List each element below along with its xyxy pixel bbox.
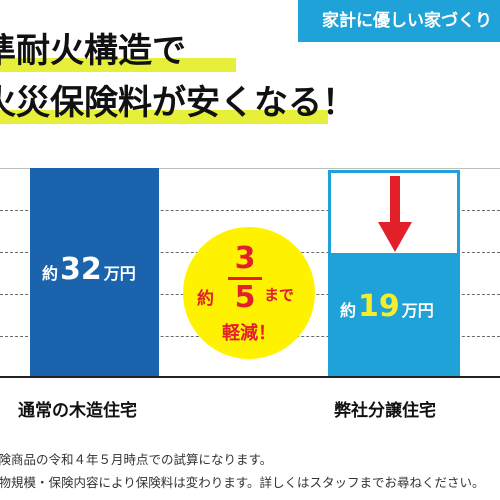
- down-arrow-icon: [378, 176, 412, 252]
- bar-company-house: [328, 252, 460, 376]
- category-label-standard: 通常の木造住宅: [18, 401, 137, 421]
- badge-denominator: 5: [234, 280, 256, 315]
- chart-baseline: [0, 376, 500, 378]
- data-label-company: 約19 万円: [340, 289, 434, 324]
- headline-highlight-2: [0, 110, 328, 124]
- theme-tag: 家計に優しい家づくり: [298, 0, 500, 42]
- reduction-badge: 約 3 5 まで 軽減！: [183, 227, 315, 359]
- badge-prefix: 約: [197, 289, 214, 309]
- badge-numerator: 3: [234, 241, 256, 276]
- grid-line: [0, 210, 500, 211]
- headline-line-1: 準耐火構造で: [0, 31, 186, 71]
- badge-note: 軽減！: [222, 323, 276, 344]
- badge-suffix: まで: [264, 286, 295, 304]
- footnote-2: 建物規模・保険内容により保険料は変わります。詳しくはスタッフまでお尋ねください。: [0, 475, 485, 490]
- headline-line-2: 火災保険料が安くなる！: [0, 83, 356, 123]
- footnote-1: 保険商品の令和４年５月時点での試算になります。: [0, 452, 273, 467]
- category-label-company: 弊社分譲住宅: [334, 401, 436, 421]
- fraction-bar: [228, 277, 262, 280]
- chart-top-line: [0, 168, 500, 169]
- headline-highlight-1: [0, 58, 236, 72]
- bar-standard-wooden-house: [30, 168, 159, 376]
- data-label-standard: 約32 万円: [42, 252, 136, 287]
- badge-fraction: 3 5: [228, 243, 262, 314]
